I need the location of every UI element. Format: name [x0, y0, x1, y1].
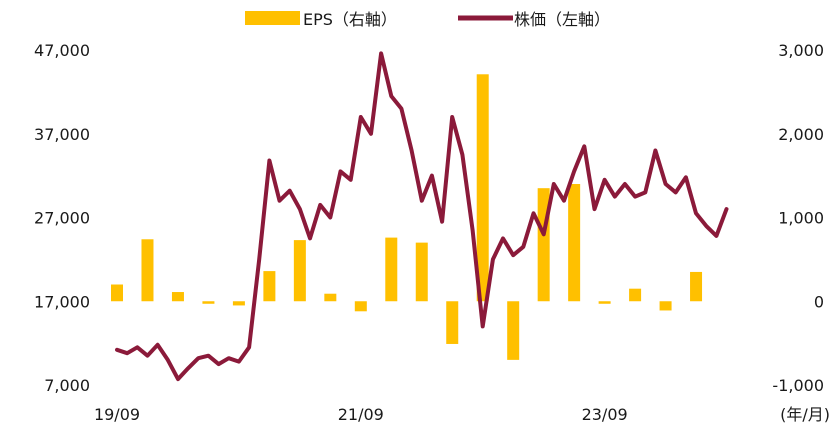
eps-bar — [263, 271, 276, 302]
eps-bar — [507, 301, 520, 360]
eps-bar — [690, 271, 703, 302]
legend-eps-swatch — [245, 11, 300, 25]
left-tick-label: 17,000 — [34, 292, 90, 311]
x-unit-label: (年/月) — [780, 405, 830, 424]
right-tick-label: -1,000 — [772, 376, 824, 395]
legend-eps-label: EPS（右軸） — [303, 10, 397, 29]
eps-bar — [476, 74, 489, 302]
left-tick-label: 27,000 — [34, 209, 90, 228]
eps-bar — [598, 301, 611, 304]
eps-bar — [171, 292, 184, 302]
axis-ticks: 7,000 17,000 27,000 37,000 47,000 -1,000 0 1,00… — [34, 41, 830, 424]
eps-bar — [568, 184, 581, 302]
right-tick-label: 1,000 — [778, 209, 824, 228]
left-tick-label: 47,000 — [34, 41, 90, 60]
eps-bar — [446, 301, 459, 344]
eps-bar — [324, 293, 337, 302]
x-tick-label: 21/09 — [338, 405, 384, 424]
eps-bar — [629, 288, 642, 302]
legend: EPS（右軸） 株価（左軸） — [245, 10, 610, 29]
x-tick-label: 19/09 — [94, 405, 140, 424]
eps-bar — [111, 284, 123, 302]
left-tick-label: 7,000 — [44, 376, 90, 395]
price-line — [115, 51, 729, 382]
eps-bar — [415, 242, 428, 302]
right-tick-label: 0 — [814, 292, 824, 311]
eps-bar — [385, 237, 398, 302]
right-tick-label: 2,000 — [778, 125, 824, 144]
legend-price-label: 株価（左軸） — [514, 10, 610, 29]
eps-bar — [659, 301, 672, 311]
eps-bar — [232, 301, 245, 306]
right-tick-label: 3,000 — [778, 41, 824, 60]
x-tick-label: 23/09 — [582, 405, 628, 424]
eps-bar — [141, 239, 154, 302]
eps-bar — [354, 301, 367, 312]
eps-bar — [202, 301, 215, 304]
eps-bar — [293, 240, 306, 302]
price-line-group — [115, 51, 729, 382]
eps-bars — [111, 74, 703, 360]
left-tick-label: 37,000 — [34, 125, 90, 144]
